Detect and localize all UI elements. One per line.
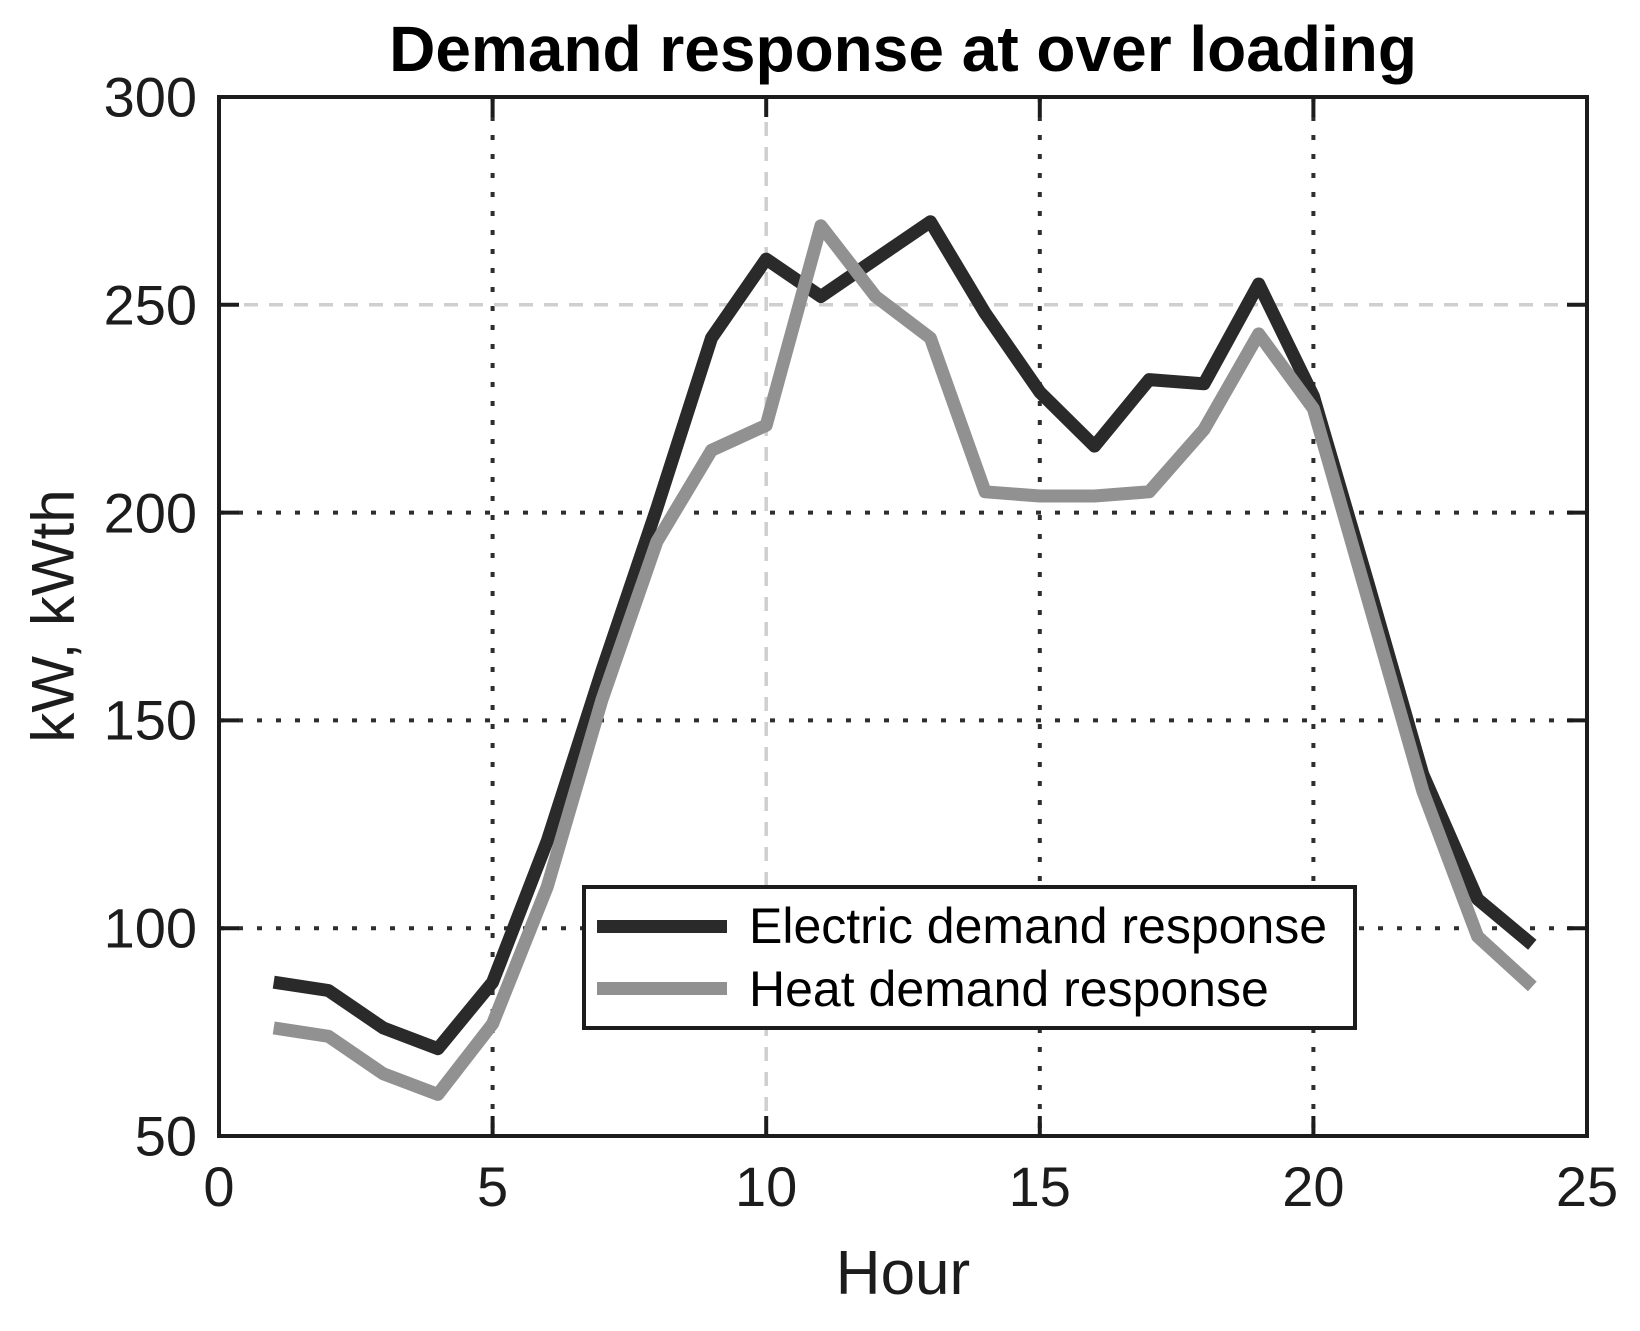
y-tick-label-200: 200: [103, 481, 197, 545]
legend-item-electric: Electric demand response: [597, 900, 1353, 953]
legend-item-heat: Heat demand response: [597, 960, 1353, 1017]
x-axis-label: Hour: [835, 1239, 971, 1308]
y-tick-label-300: 300: [103, 65, 197, 129]
y-tick-label-100: 100: [103, 896, 197, 960]
x-tick-label-15: 15: [1008, 1155, 1071, 1218]
legend-swatch-heat-line: [597, 982, 727, 996]
legend-box: Electric demand response Heat demand res…: [582, 885, 1357, 1030]
y-tick-label-50: 50: [134, 1104, 197, 1168]
y-axis-label: kW, kWth: [19, 489, 87, 743]
chart-title: Demand response at over loading: [389, 13, 1417, 85]
legend-label-heat: Heat demand response: [749, 960, 1269, 1017]
series-line-heat: [272, 219, 1537, 1101]
x-tick-label-5: 5: [477, 1155, 509, 1218]
x-tick-label-25: 25: [1555, 1155, 1619, 1218]
x-tick-label-0: 0: [203, 1155, 235, 1218]
y-tick-label-250: 250: [103, 273, 197, 337]
y-tick-label-150: 150: [103, 688, 197, 752]
legend-label-electric: Electric demand response: [749, 898, 1328, 954]
legend-swatch-electric-line: [597, 919, 727, 933]
x-tick-label-10: 10: [735, 1155, 798, 1218]
axis-frame: [217, 95, 1589, 1138]
x-tick-label-20: 20: [1282, 1155, 1345, 1218]
